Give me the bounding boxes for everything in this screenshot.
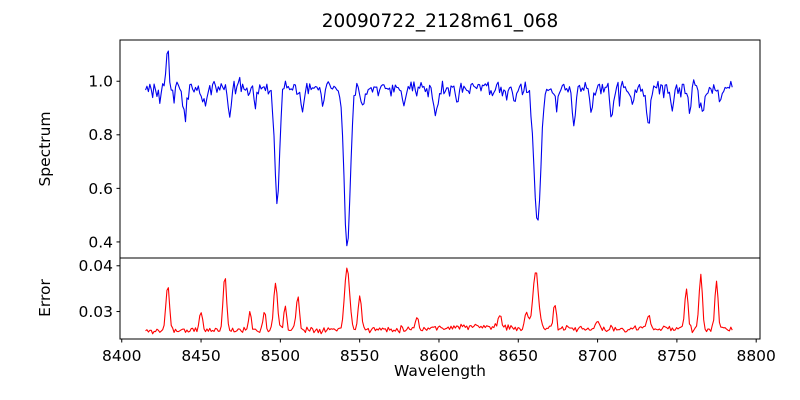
x-tick-label: 8750	[657, 347, 696, 365]
y-tick-label: 0.8	[88, 126, 113, 144]
y-tick-label: 0.04	[78, 257, 113, 275]
y-tick-label: 0.4	[88, 233, 113, 251]
y-axis-label-error: Error	[36, 278, 54, 316]
x-tick-label: 8650	[499, 347, 538, 365]
chart-title: 20090722_2128m61_068	[322, 11, 559, 32]
x-tick-label: 8500	[261, 347, 300, 365]
data-lines-layer	[145, 50, 733, 335]
x-axis-label: Wavelength	[394, 362, 486, 380]
x-tick-label: 8400	[102, 347, 141, 365]
ticks-layer: 8400 8450 8500 8550 8600 8650 8700 8750 8800 0.4 0…	[78, 73, 775, 365]
spectrum-line	[145, 50, 733, 247]
x-tick-label: 8450	[181, 347, 220, 365]
x-tick-label: 8550	[340, 347, 379, 365]
y-tick-label: 1.0	[88, 73, 113, 91]
spectrum-panel-frame	[119, 39, 761, 259]
error-line	[145, 267, 733, 335]
y-axis-label-spectrum: Spectrum	[36, 111, 54, 186]
x-tick-label: 8600	[419, 347, 458, 365]
x-tick-label: 8800	[736, 347, 775, 365]
x-tick-label: 8700	[578, 347, 617, 365]
y-tick-label: 0.03	[78, 303, 113, 321]
y-tick-label: 0.6	[88, 180, 113, 198]
error-panel-frame	[119, 257, 761, 340]
